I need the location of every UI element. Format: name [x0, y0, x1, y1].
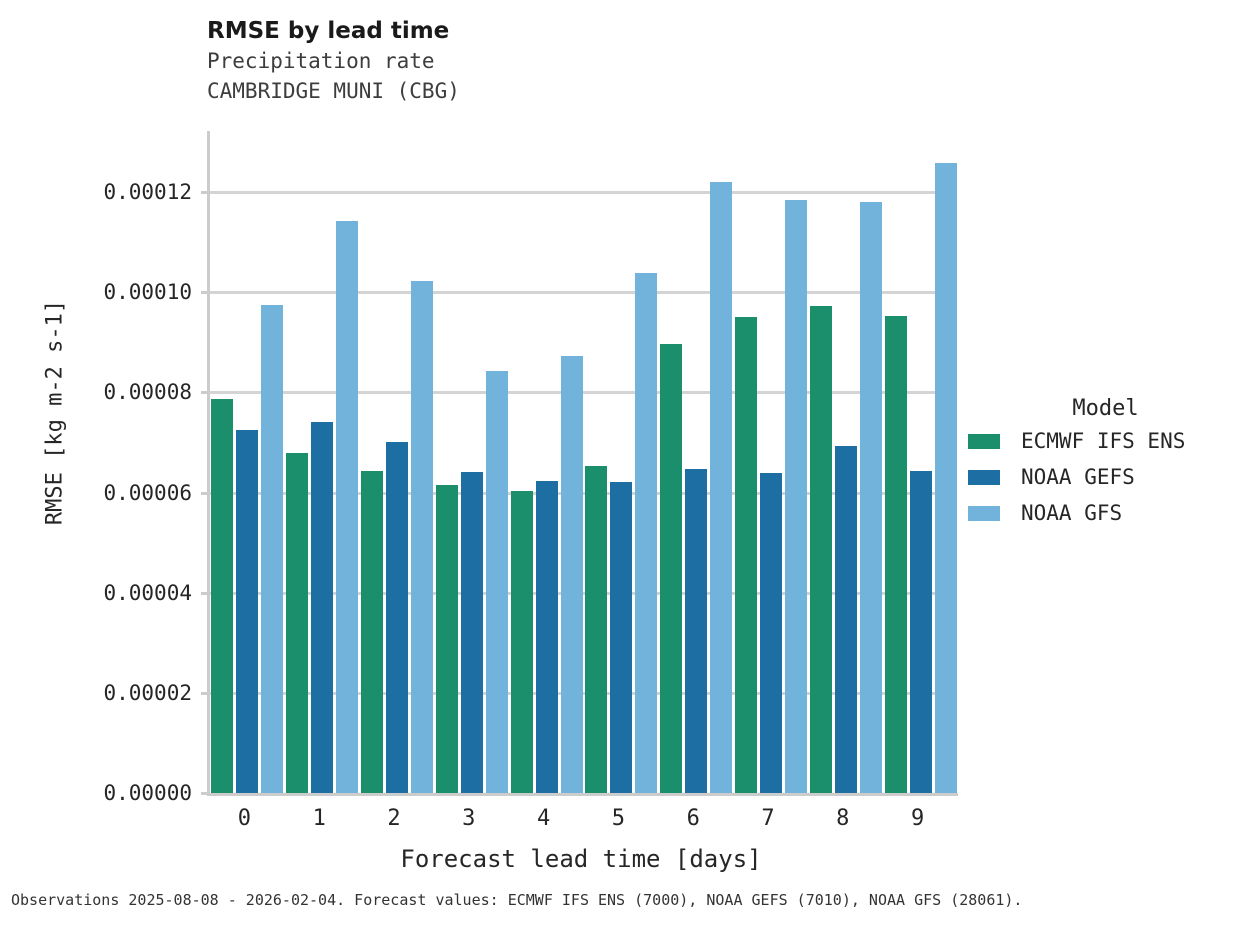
bar-group — [210, 192, 285, 793]
bar[interactable] — [685, 468, 708, 793]
gridline — [210, 291, 955, 295]
bar[interactable] — [710, 181, 733, 793]
y-axis-tick-label: 0.00012 — [103, 180, 192, 204]
bar[interactable] — [435, 485, 458, 793]
gridline — [210, 191, 955, 194]
y-axis-tick-label: 0.00002 — [103, 680, 192, 705]
bar[interactable] — [834, 446, 857, 793]
page-title: RMSE by lead time — [207, 18, 450, 44]
bar[interactable] — [211, 399, 234, 793]
legend-items: ECMWF IFS ENS NOAA GEFS NOAA GFS — [968, 423, 1243, 531]
bar-group — [584, 192, 659, 793]
bar[interactable] — [236, 430, 259, 793]
plot-area — [201, 131, 958, 796]
legend-title: Model — [1072, 396, 1139, 421]
bar[interactable] — [560, 356, 583, 793]
bar-group — [659, 181, 734, 793]
plot-inner — [201, 162, 958, 795]
title-block: RMSE by lead time Precipitation rate CAM… — [207, 16, 907, 106]
x-axis-tick-label: 7 — [761, 806, 775, 831]
bar[interactable] — [460, 471, 483, 793]
figure-caption: Observations 2025-08-08 - 2026-02-04. Fo… — [11, 891, 1023, 909]
x-axis-tick-label: 4 — [536, 806, 551, 831]
bar-group — [734, 192, 809, 793]
legend-item-label: ECMWF IFS ENS — [1021, 429, 1186, 453]
x-axis-tick-label: 5 — [611, 806, 626, 831]
bar[interactable] — [510, 491, 533, 793]
chart-subtitle-station: CAMBRIDGE MUNI (CBG) — [207, 79, 460, 103]
x-axis-tick-label: 1 — [312, 806, 326, 831]
x-axis-tick-label: 2 — [387, 806, 401, 831]
bar[interactable] — [884, 316, 907, 793]
bar[interactable] — [934, 162, 957, 793]
legend-item-label: NOAA GEFS — [1021, 465, 1135, 489]
bar[interactable] — [311, 421, 334, 793]
bar[interactable] — [385, 441, 408, 793]
bar[interactable] — [660, 344, 683, 793]
bar[interactable] — [585, 465, 608, 793]
bar[interactable] — [759, 472, 782, 793]
bar[interactable] — [784, 200, 807, 793]
bar[interactable] — [286, 452, 309, 793]
y-axis-tick-label: 0.00006 — [103, 480, 192, 505]
y-axis-tick — [201, 792, 210, 795]
y-axis-tick — [201, 291, 210, 295]
y-axis-tick — [201, 491, 210, 495]
bar[interactable] — [635, 273, 658, 793]
bar-group — [360, 192, 435, 793]
x-axis-title: Forecast lead time [days] — [400, 845, 762, 873]
y-axis-tick-labels: 0.00012 0.00010 0.00008 0.00006 0.00004 0.000… — [62, 131, 192, 804]
y-axis-tick — [201, 591, 210, 595]
legend-swatch-icon — [968, 433, 1000, 449]
bar-group — [285, 192, 360, 793]
bar[interactable] — [336, 221, 359, 793]
bar[interactable] — [410, 280, 433, 793]
y-axis-tick-label: 0.00004 — [103, 580, 192, 605]
bar[interactable] — [610, 481, 633, 793]
bar[interactable] — [734, 317, 757, 793]
bar-group — [883, 162, 958, 793]
bar-group — [434, 192, 509, 793]
legend-swatch-icon — [968, 505, 1000, 521]
legend-item[interactable]: ECMWF IFS ENS — [968, 423, 1243, 459]
x-axis-tick-label: 8 — [836, 806, 850, 831]
y-axis-tick-label: 0.00008 — [103, 380, 192, 405]
bar-group — [808, 192, 883, 793]
legend: Model ECMWF IFS ENS NOAA GEFS NOAA GFS — [968, 395, 1243, 531]
legend-swatch-icon — [968, 469, 1000, 485]
y-axis-tick — [201, 691, 210, 695]
legend-item[interactable]: NOAA GEFS — [968, 459, 1243, 495]
x-axis-tick-labels: 0 1 2 3 4 5 6 7 8 9 — [207, 806, 955, 836]
x-axis-tick-label: 9 — [910, 806, 925, 831]
bar[interactable] — [535, 480, 558, 793]
bar[interactable] — [485, 371, 508, 793]
x-axis-tick-label: 6 — [686, 806, 700, 831]
y-axis-tick-label: 0.00010 — [103, 280, 192, 305]
y-axis-tick — [201, 191, 210, 194]
chart-subtitle-variable: Precipitation rate — [207, 49, 435, 73]
bar[interactable] — [261, 305, 284, 793]
bar[interactable] — [859, 202, 882, 793]
x-axis-line — [207, 793, 958, 796]
bar[interactable] — [909, 470, 932, 793]
bar[interactable] — [360, 470, 383, 793]
bar[interactable] — [809, 306, 832, 793]
legend-item-label: NOAA GFS — [1021, 501, 1123, 525]
legend-item[interactable]: NOAA GFS — [968, 495, 1243, 531]
x-axis-tick-label: 0 — [237, 806, 252, 831]
bar-group — [509, 192, 584, 793]
x-axis-tick-label: 3 — [462, 806, 476, 831]
y-axis-tick-label: 0.00000 — [103, 781, 192, 805]
y-axis-tick — [201, 391, 210, 395]
